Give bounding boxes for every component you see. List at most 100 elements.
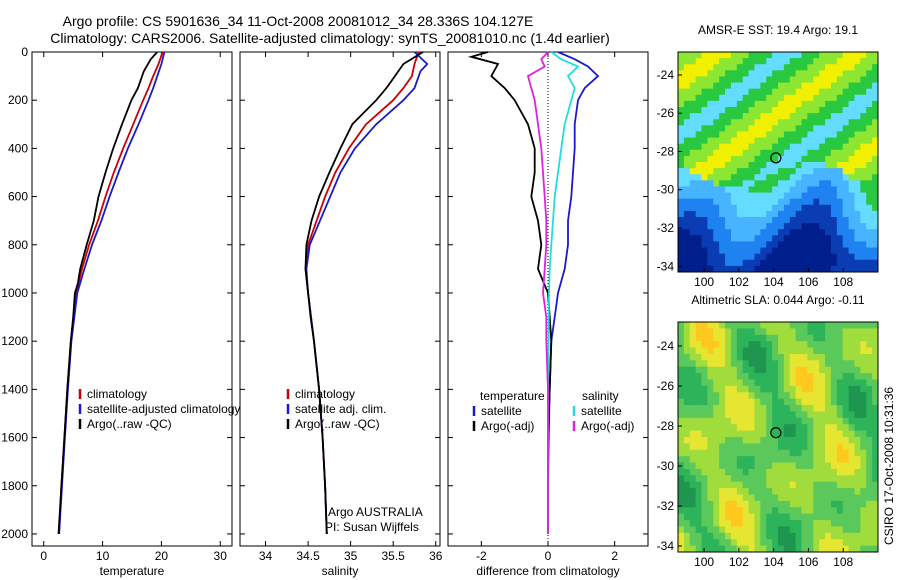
sla-map-cell xyxy=(754,360,761,368)
sst-map-cell xyxy=(872,259,879,267)
sla-map-cell xyxy=(754,545,761,553)
sst-map-cell xyxy=(695,259,702,267)
sla-map-cell xyxy=(701,366,708,374)
sla-map-cell xyxy=(836,405,844,412)
sst-map-cell xyxy=(789,223,797,230)
sla-map-cell xyxy=(701,398,708,406)
sla-map-cell xyxy=(683,347,691,355)
sla-map-cell xyxy=(701,443,708,451)
sst-map-frame xyxy=(677,51,879,273)
sst-map-cell xyxy=(719,198,726,206)
sst-map-cell xyxy=(719,223,726,230)
sst-map-cell xyxy=(860,217,867,224)
sst-map-cell xyxy=(848,241,855,248)
sst-map-cell xyxy=(713,162,720,169)
sst-map-cell xyxy=(807,131,814,138)
sla-map-cell xyxy=(813,398,820,406)
sla-map-cell xyxy=(842,520,849,527)
sst-map-cell xyxy=(736,235,744,242)
sst-map-cell xyxy=(819,94,826,102)
sla-map-cell xyxy=(695,539,702,547)
sla-map-cell xyxy=(701,526,708,534)
sla-map-cell xyxy=(760,430,767,438)
sla-map-cell xyxy=(760,405,767,412)
sla-map-cell xyxy=(778,405,785,412)
sla-map-cell xyxy=(866,353,873,361)
sst-map-cell xyxy=(801,247,808,255)
sst-map-cell xyxy=(730,143,738,151)
sla-map-cell xyxy=(842,341,849,348)
sst-map-cell xyxy=(866,229,873,236)
sst-map-cell xyxy=(783,155,791,163)
sla-map-cell xyxy=(689,456,697,463)
sla-map-cell xyxy=(783,545,791,553)
sst-map-cell xyxy=(701,265,708,273)
sst-map-cell xyxy=(778,186,785,193)
sla-map-cell xyxy=(742,430,749,438)
sst-map-cell xyxy=(854,168,861,175)
sst-map-cell xyxy=(860,259,867,267)
sla-map-cell xyxy=(819,456,826,463)
sst-map-cell xyxy=(689,137,697,145)
sst-map-cell xyxy=(701,259,708,267)
sst-map-cell xyxy=(866,52,873,59)
sst-map-cell xyxy=(736,192,744,200)
sla-map-cell xyxy=(719,513,726,521)
sla-map-cell xyxy=(848,437,855,444)
sla-map-cell xyxy=(783,385,791,393)
sst-map-cell xyxy=(754,162,761,169)
sla-map-cell xyxy=(683,443,691,451)
sla-map-cell xyxy=(813,373,820,380)
sla-map-cell xyxy=(801,449,808,457)
sla-map-cell xyxy=(683,513,691,521)
sla-map-cell xyxy=(713,430,720,438)
sst-map-cell xyxy=(748,131,755,138)
sla-map-cell xyxy=(778,334,785,342)
sla-map-cell xyxy=(872,449,879,457)
sst-map-cell xyxy=(795,223,802,230)
sla-map-cell xyxy=(842,500,849,508)
sst-map-cell xyxy=(766,58,773,65)
sla-map-cell xyxy=(807,373,814,380)
sla-map-cell xyxy=(807,417,814,425)
sst-map-cell xyxy=(772,180,779,187)
sst-map-cell xyxy=(719,113,726,120)
sla-map-cell xyxy=(848,398,855,406)
sst-map-cell xyxy=(719,247,726,255)
sla-map-cell xyxy=(683,334,691,342)
sst-map-cell xyxy=(707,241,714,248)
sst-map-cell xyxy=(778,229,785,236)
sla-map-cell xyxy=(742,424,749,432)
sla-map-cell xyxy=(842,468,849,476)
sst-map-cell xyxy=(742,253,749,261)
sla-map-cell xyxy=(730,385,738,393)
sst-map-cell xyxy=(866,223,873,230)
sst-map-cell xyxy=(819,137,826,145)
sla-map-cell xyxy=(701,430,708,438)
sst-map-cell xyxy=(813,217,820,224)
sla-map-cell xyxy=(695,475,702,483)
sst-map-cell xyxy=(783,119,791,126)
sla-map-cell xyxy=(683,328,691,336)
sla-map-cell xyxy=(713,379,720,387)
sst-map-cell xyxy=(766,162,773,169)
sla-map-cell xyxy=(760,481,767,489)
sla-map-cell xyxy=(689,411,697,419)
sst-map-cell xyxy=(778,259,785,267)
sla-map-cell xyxy=(766,520,773,527)
sst-map-cell xyxy=(860,131,867,138)
sst-map-cell xyxy=(854,143,861,151)
sla-map-cell xyxy=(825,392,832,400)
sst-map-cell xyxy=(766,168,773,175)
sla-map-cell xyxy=(807,539,814,547)
sst-map-cell xyxy=(795,137,802,145)
sla-map-cell xyxy=(783,322,791,329)
sla-map-cell xyxy=(766,488,773,495)
sla-map-cell xyxy=(678,417,685,425)
sla-map-cell xyxy=(830,539,838,547)
sst-map-ytick-label: -30 xyxy=(657,183,675,197)
sla-map-cell xyxy=(848,385,855,393)
sst-map-cell xyxy=(789,113,797,120)
sst-map-cell xyxy=(689,241,697,248)
sst-map-cell xyxy=(813,64,820,71)
